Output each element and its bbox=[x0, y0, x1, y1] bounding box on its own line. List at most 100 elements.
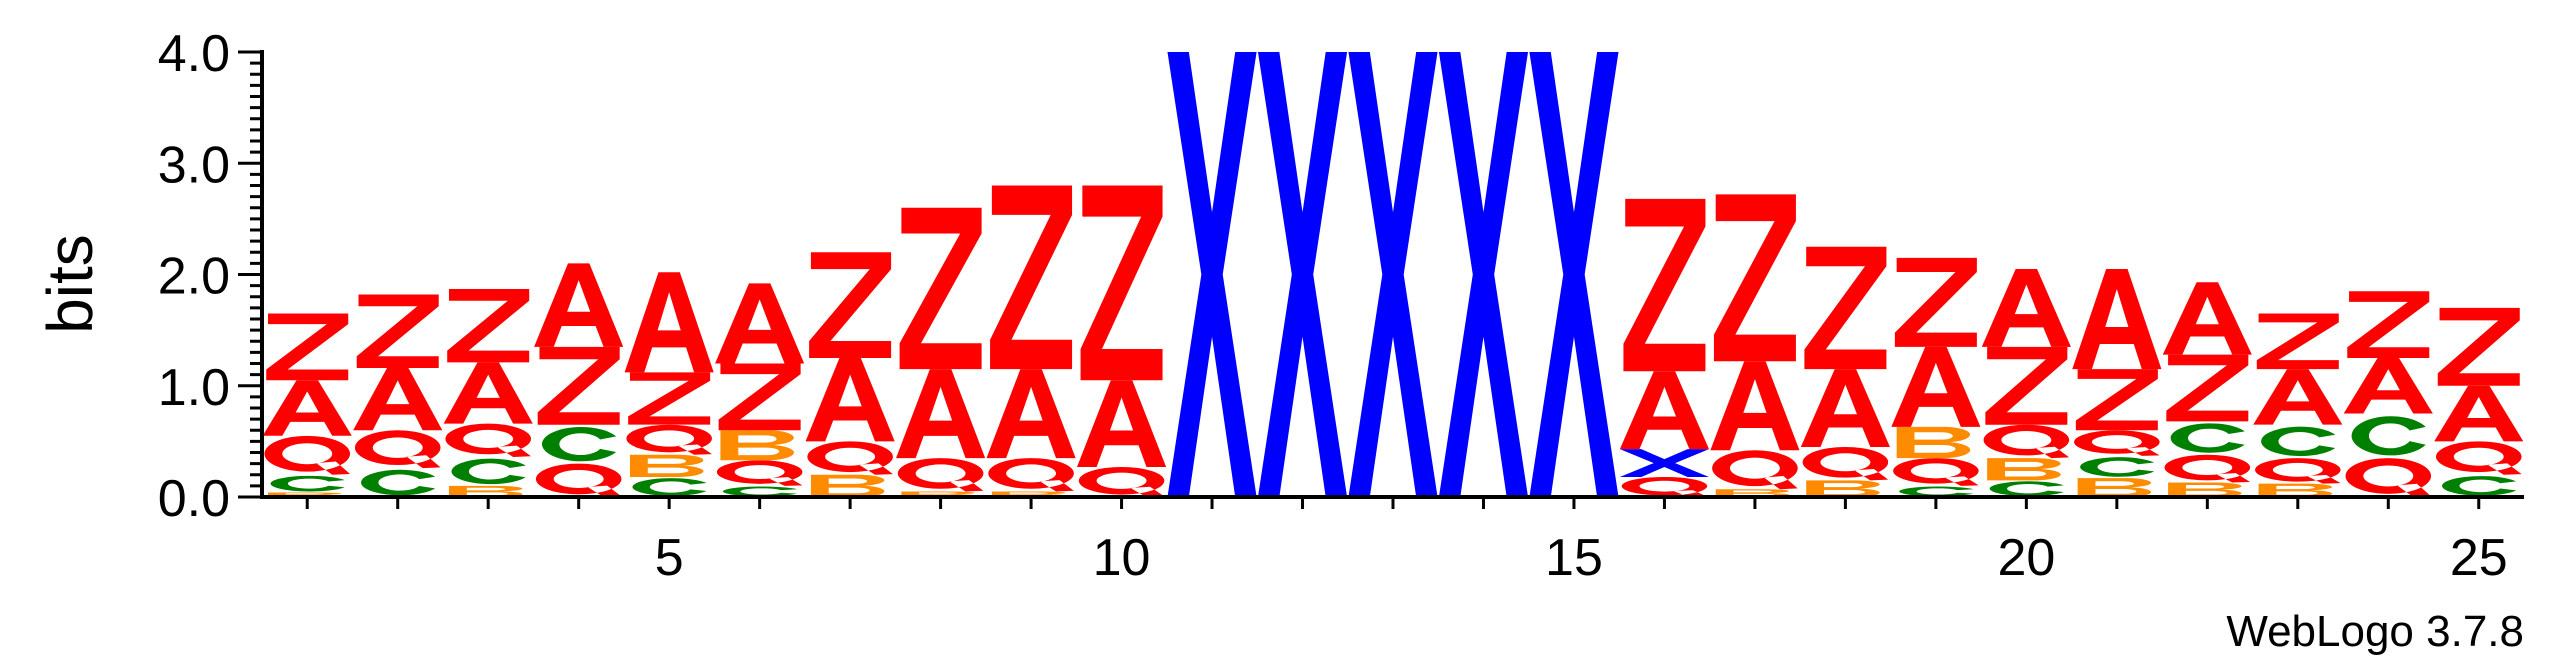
glyph-q-pos-23 bbox=[2255, 458, 2341, 484]
glyph-q-pos-8 bbox=[897, 458, 984, 492]
glyph-a-pos-2 bbox=[353, 367, 443, 431]
glyph-b-pos-22 bbox=[2168, 482, 2242, 497]
y-tick-label: 3.0 bbox=[158, 136, 230, 194]
glyph-z-pos-9 bbox=[990, 185, 1073, 370]
glyph-z-pos-23 bbox=[2256, 313, 2339, 370]
glyph-a-pos-17 bbox=[1710, 361, 1800, 451]
glyph-q-pos-2 bbox=[354, 430, 441, 469]
glyph-c-pos-5 bbox=[632, 478, 707, 496]
weblogo-credit: WebLogo 3.7.8 bbox=[2226, 607, 2524, 656]
glyph-a-pos-21 bbox=[2072, 268, 2162, 370]
glyph-z-pos-21 bbox=[2075, 369, 2158, 431]
glyph-a-pos-19 bbox=[1891, 346, 1981, 427]
glyph-q-pos-19 bbox=[1893, 458, 1979, 486]
glyph-a-pos-1 bbox=[262, 380, 352, 436]
glyph-q-pos-5 bbox=[626, 424, 712, 455]
glyph-z-pos-5 bbox=[628, 372, 711, 425]
glyph-z-pos-22 bbox=[2166, 354, 2249, 422]
glyph-q-pos-17 bbox=[1712, 450, 1798, 490]
glyph-a-pos-25 bbox=[2434, 385, 2524, 442]
glyph-q-pos-16 bbox=[1621, 476, 1708, 497]
glyph-c-pos-24 bbox=[2351, 416, 2426, 456]
glyph-c-pos-25 bbox=[2442, 476, 2517, 496]
glyph-z-pos-4 bbox=[537, 346, 620, 425]
glyph-z-pos-18 bbox=[1804, 246, 1887, 370]
glyph-q-pos-7 bbox=[807, 441, 893, 475]
glyph-x-pos-14 bbox=[1438, 52, 1529, 497]
x-tick-label: 25 bbox=[2450, 529, 2508, 587]
glyph-q-pos-20 bbox=[1983, 424, 2070, 459]
glyph-c-pos-20 bbox=[1989, 481, 2064, 496]
glyph-q-pos-6 bbox=[716, 460, 803, 486]
glyph-a-pos-18 bbox=[1800, 369, 1890, 447]
glyph-z-pos-10 bbox=[1080, 185, 1163, 381]
glyph-c-pos-22 bbox=[2170, 423, 2245, 453]
glyph-z-pos-24 bbox=[2347, 291, 2430, 358]
glyph-z-pos-8 bbox=[899, 207, 982, 370]
glyph-a-pos-3 bbox=[443, 362, 533, 424]
glyph-b-pos-9 bbox=[991, 491, 1066, 497]
y-tick-label: 4.0 bbox=[158, 25, 230, 83]
glyph-q-pos-25 bbox=[2435, 441, 2522, 475]
glyph-z-pos-6 bbox=[718, 363, 801, 431]
glyph-x-pos-11 bbox=[1167, 52, 1257, 497]
glyph-q-pos-9 bbox=[988, 458, 1074, 492]
glyph-x-pos-16 bbox=[1619, 449, 1710, 477]
glyph-q-pos-1 bbox=[264, 435, 351, 475]
glyph-a-pos-7 bbox=[805, 357, 895, 442]
glyph-b-pos-7 bbox=[810, 474, 885, 497]
glyph-x-pos-15 bbox=[1529, 52, 1619, 497]
x-tick-label: 10 bbox=[1093, 529, 1151, 587]
x-tick-label: 15 bbox=[1545, 529, 1603, 587]
glyph-q-pos-24 bbox=[2345, 458, 2432, 497]
glyph-c-pos-3 bbox=[451, 458, 526, 485]
glyph-c-pos-19 bbox=[1899, 486, 1974, 497]
glyph-a-pos-4 bbox=[534, 263, 624, 347]
glyph-c-pos-6 bbox=[722, 486, 798, 497]
glyph-b-pos-18 bbox=[1806, 480, 1880, 497]
glyph-z-pos-20 bbox=[1985, 346, 2068, 425]
glyph-c-pos-21 bbox=[2080, 457, 2155, 477]
axes: 0.0 1.0 2.0 3.0 4.0 5 10 15 20 25 bbox=[158, 25, 2524, 587]
glyph-a-pos-8 bbox=[896, 369, 986, 459]
glyph-a-pos-10 bbox=[1076, 380, 1167, 467]
glyph-z-pos-7 bbox=[809, 252, 892, 358]
glyph-q-pos-21 bbox=[2074, 430, 2160, 456]
glyph-b-pos-17 bbox=[1715, 489, 1790, 497]
glyph-q-pos-18 bbox=[1802, 446, 1889, 481]
glyph-b-pos-23 bbox=[2258, 483, 2333, 497]
glyph-a-pos-22 bbox=[2162, 282, 2252, 355]
glyph-z-pos-16 bbox=[1623, 198, 1706, 372]
glyph-a-pos-20 bbox=[1981, 268, 2071, 347]
glyph-c-pos-4 bbox=[541, 427, 617, 462]
y-axis-label: bits bbox=[34, 234, 106, 334]
glyph-z-pos-2 bbox=[356, 294, 439, 368]
glyph-b-pos-6 bbox=[720, 430, 794, 461]
y-tick-label: 2.0 bbox=[158, 248, 230, 306]
x-ticks: 5 10 15 20 25 bbox=[305, 497, 2508, 587]
plot-area bbox=[262, 52, 2524, 497]
glyph-c-pos-1 bbox=[270, 475, 345, 492]
glyph-z-pos-3 bbox=[447, 288, 530, 363]
glyph-a-pos-16 bbox=[1619, 371, 1710, 450]
glyph-b-pos-1 bbox=[268, 492, 342, 497]
y-tick-label: 0.0 bbox=[158, 470, 230, 528]
glyph-q-pos-10 bbox=[1078, 466, 1165, 497]
glyph-b-pos-19 bbox=[1896, 426, 1971, 459]
y-ticks: 0.0 1.0 2.0 3.0 4.0 bbox=[158, 25, 262, 528]
glyph-c-pos-23 bbox=[2261, 426, 2336, 457]
glyph-a-pos-5 bbox=[624, 272, 714, 373]
glyph-b-pos-21 bbox=[2077, 478, 2152, 497]
glyph-b-pos-3 bbox=[448, 485, 523, 497]
x-tick-label: 5 bbox=[655, 529, 684, 587]
glyph-z-pos-17 bbox=[1713, 194, 1796, 362]
glyph-a-pos-9 bbox=[986, 369, 1076, 459]
glyph-q-pos-22 bbox=[2164, 454, 2251, 483]
glyph-x-pos-13 bbox=[1348, 52, 1438, 497]
glyph-b-pos-8 bbox=[901, 491, 975, 497]
glyph-z-pos-25 bbox=[2437, 307, 2520, 386]
glyph-a-pos-24 bbox=[2343, 357, 2433, 414]
glyph-a-pos-23 bbox=[2253, 369, 2343, 425]
glyph-b-pos-20 bbox=[1987, 458, 2061, 481]
